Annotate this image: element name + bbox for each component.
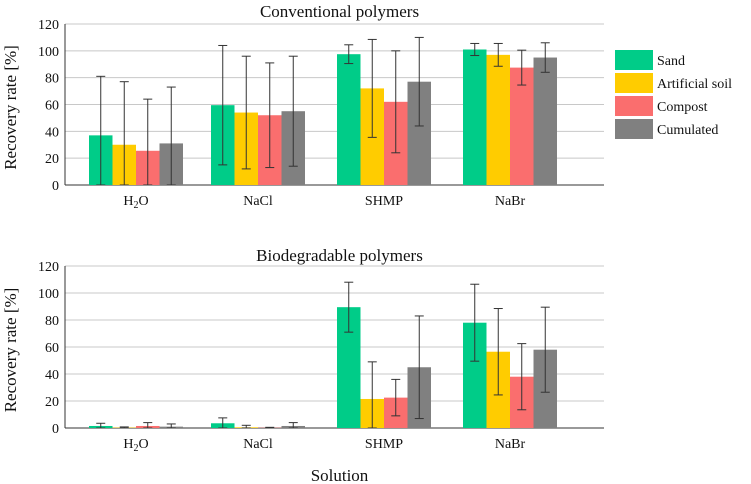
legend-swatch-sand xyxy=(615,50,653,70)
legend-swatch-cumulated xyxy=(615,119,653,139)
y-tick-label-120: 120 xyxy=(38,18,59,33)
bar-artificial-soil-nabr xyxy=(486,54,510,185)
bar-cumulated-nabr xyxy=(533,57,557,185)
bar-compost-nabr xyxy=(510,67,534,185)
y-tick-label-60: 60 xyxy=(45,99,59,114)
legend-label-cumulated: Cumulated xyxy=(657,123,718,138)
bar-sand-nabr xyxy=(463,49,487,185)
y-tick-label-20: 20 xyxy=(45,152,59,167)
legend-swatch-artificial-soil xyxy=(615,73,653,93)
category-label-h2o: H2O xyxy=(123,437,148,454)
y-tick-label-80: 80 xyxy=(45,314,59,329)
y-tick-label-0: 0 xyxy=(52,179,59,194)
category-label-nabr: NaBr xyxy=(495,437,526,452)
chart-title: Biodegradable polymers xyxy=(256,246,423,265)
category-label-nacl: NaCl xyxy=(243,437,273,452)
bar-sand-nabr xyxy=(463,322,487,428)
y-tick-label-100: 100 xyxy=(38,287,59,302)
y-tick-label-20: 20 xyxy=(45,395,59,410)
y-axis-label: Recovery rate [%] xyxy=(1,288,20,413)
category-label-shmp: SHMP xyxy=(365,194,403,209)
y-tick-label-0: 0 xyxy=(52,422,59,437)
legend-label-artificial-soil: Artificial soil xyxy=(657,77,732,92)
bar-cumulated-shmp xyxy=(407,81,431,185)
chart-biodegradable-polymers: 0 20 40 60 80 100 120 Biodegradable polymers Rec… xyxy=(1,246,604,484)
y-tick-label-100: 100 xyxy=(38,45,59,60)
category-label-h2o: H2O xyxy=(123,194,148,211)
category-label-nabr: NaBr xyxy=(495,194,526,209)
y-tick-label-40: 40 xyxy=(45,368,59,383)
category-label-nacl: NaCl xyxy=(243,194,273,209)
legend-label-compost: Compost xyxy=(657,100,708,115)
chart-conventional-polymers: 0 20 40 60 80 100 120 Conventional polymers Reco… xyxy=(1,2,604,211)
legend-label-sand: Sand xyxy=(657,54,685,69)
y-tick-label-40: 40 xyxy=(45,125,59,140)
y-tick-label-120: 120 xyxy=(38,260,59,275)
legend: Sand Artificial soil Compost Cumulated xyxy=(615,50,732,139)
x-axis-label: Solution xyxy=(311,466,369,484)
category-label-shmp: SHMP xyxy=(365,437,403,452)
y-axis-label: Recovery rate [%] xyxy=(1,45,20,170)
y-tick-label-80: 80 xyxy=(45,72,59,87)
legend-swatch-compost xyxy=(615,96,653,116)
chart-title: Conventional polymers xyxy=(260,2,419,21)
bar-sand-shmp xyxy=(337,54,361,185)
y-tick-label-60: 60 xyxy=(45,341,59,356)
bar-sand-shmp xyxy=(337,307,361,428)
